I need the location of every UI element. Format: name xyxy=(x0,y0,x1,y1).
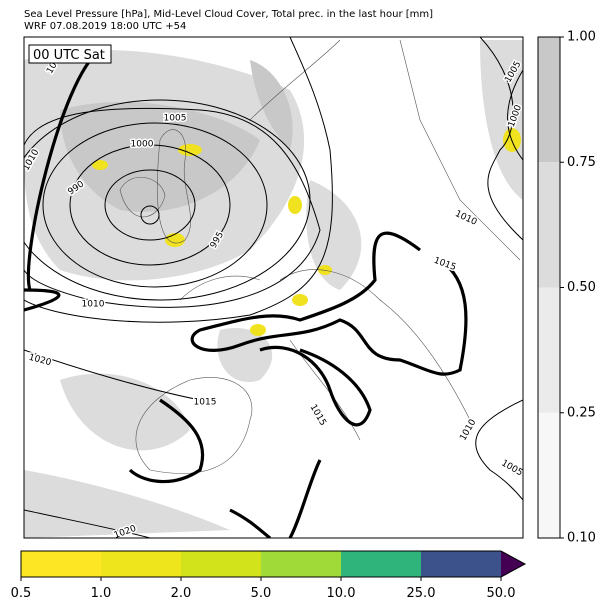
map-frame xyxy=(23,36,524,539)
isobar-label: 1005 xyxy=(164,114,187,124)
isobar-1015 xyxy=(24,48,468,538)
colorbar-segment xyxy=(538,162,560,288)
colorbar-tick-label: 2.0 xyxy=(171,586,192,601)
colorbar-segment xyxy=(538,37,560,163)
subtitle: WRF 07.08.2019 18:00 UTC +54 xyxy=(24,21,186,32)
cloud-colorbar: 1.00 0.75 0.50 0.25 0.10 xyxy=(537,30,596,546)
colorbar-segment xyxy=(538,412,560,538)
map-area: 1010051000990995101010101020101510151015… xyxy=(24,37,523,538)
colorbar-segment xyxy=(341,551,422,577)
colorbar-tick-label: 0.10 xyxy=(567,531,596,546)
time-label-box xyxy=(28,44,112,64)
colorbar-tick-label: 1.0 xyxy=(91,586,112,601)
isobars xyxy=(24,37,523,538)
colorbar-tick-label: 0.50 xyxy=(567,280,596,295)
coastlines xyxy=(119,39,521,474)
title: Sea Level Pressure [hPa], Mid-Level Clou… xyxy=(24,9,433,20)
colorbar-segment xyxy=(421,551,502,577)
colorbar-tick-label: 0.75 xyxy=(567,155,596,170)
isobar-label: 1000 xyxy=(131,140,154,150)
isobar-label: 1015 xyxy=(194,398,217,408)
colorbar-tick-label: 50.0 xyxy=(487,586,516,601)
colorbar-segment xyxy=(21,551,102,577)
colorbar-segment xyxy=(101,551,182,577)
precip-colorbar: 0.5 1.0 2.0 5.0 10.0 25.0 50.0 xyxy=(11,550,527,601)
colorbar-extend xyxy=(501,551,525,577)
time-label: 00 UTC Sat xyxy=(33,48,105,63)
colorbar-segment xyxy=(181,551,262,577)
colorbar-tick-label: 1.00 xyxy=(567,30,596,45)
colorbar-tick-label: 25.0 xyxy=(407,586,436,601)
isobar-label: 1010 xyxy=(82,300,105,310)
colorbar-tick-label: 0.5 xyxy=(11,586,32,601)
colorbar-segment xyxy=(538,287,560,413)
precipitation xyxy=(92,128,521,336)
colorbar-tick-label: 5.0 xyxy=(251,586,272,601)
colorbar-frame xyxy=(20,550,527,578)
colorbar-tick-label: 10.0 xyxy=(327,586,356,601)
colorbar-tick-label: 0.25 xyxy=(567,405,596,420)
colorbar-segment xyxy=(261,551,342,577)
